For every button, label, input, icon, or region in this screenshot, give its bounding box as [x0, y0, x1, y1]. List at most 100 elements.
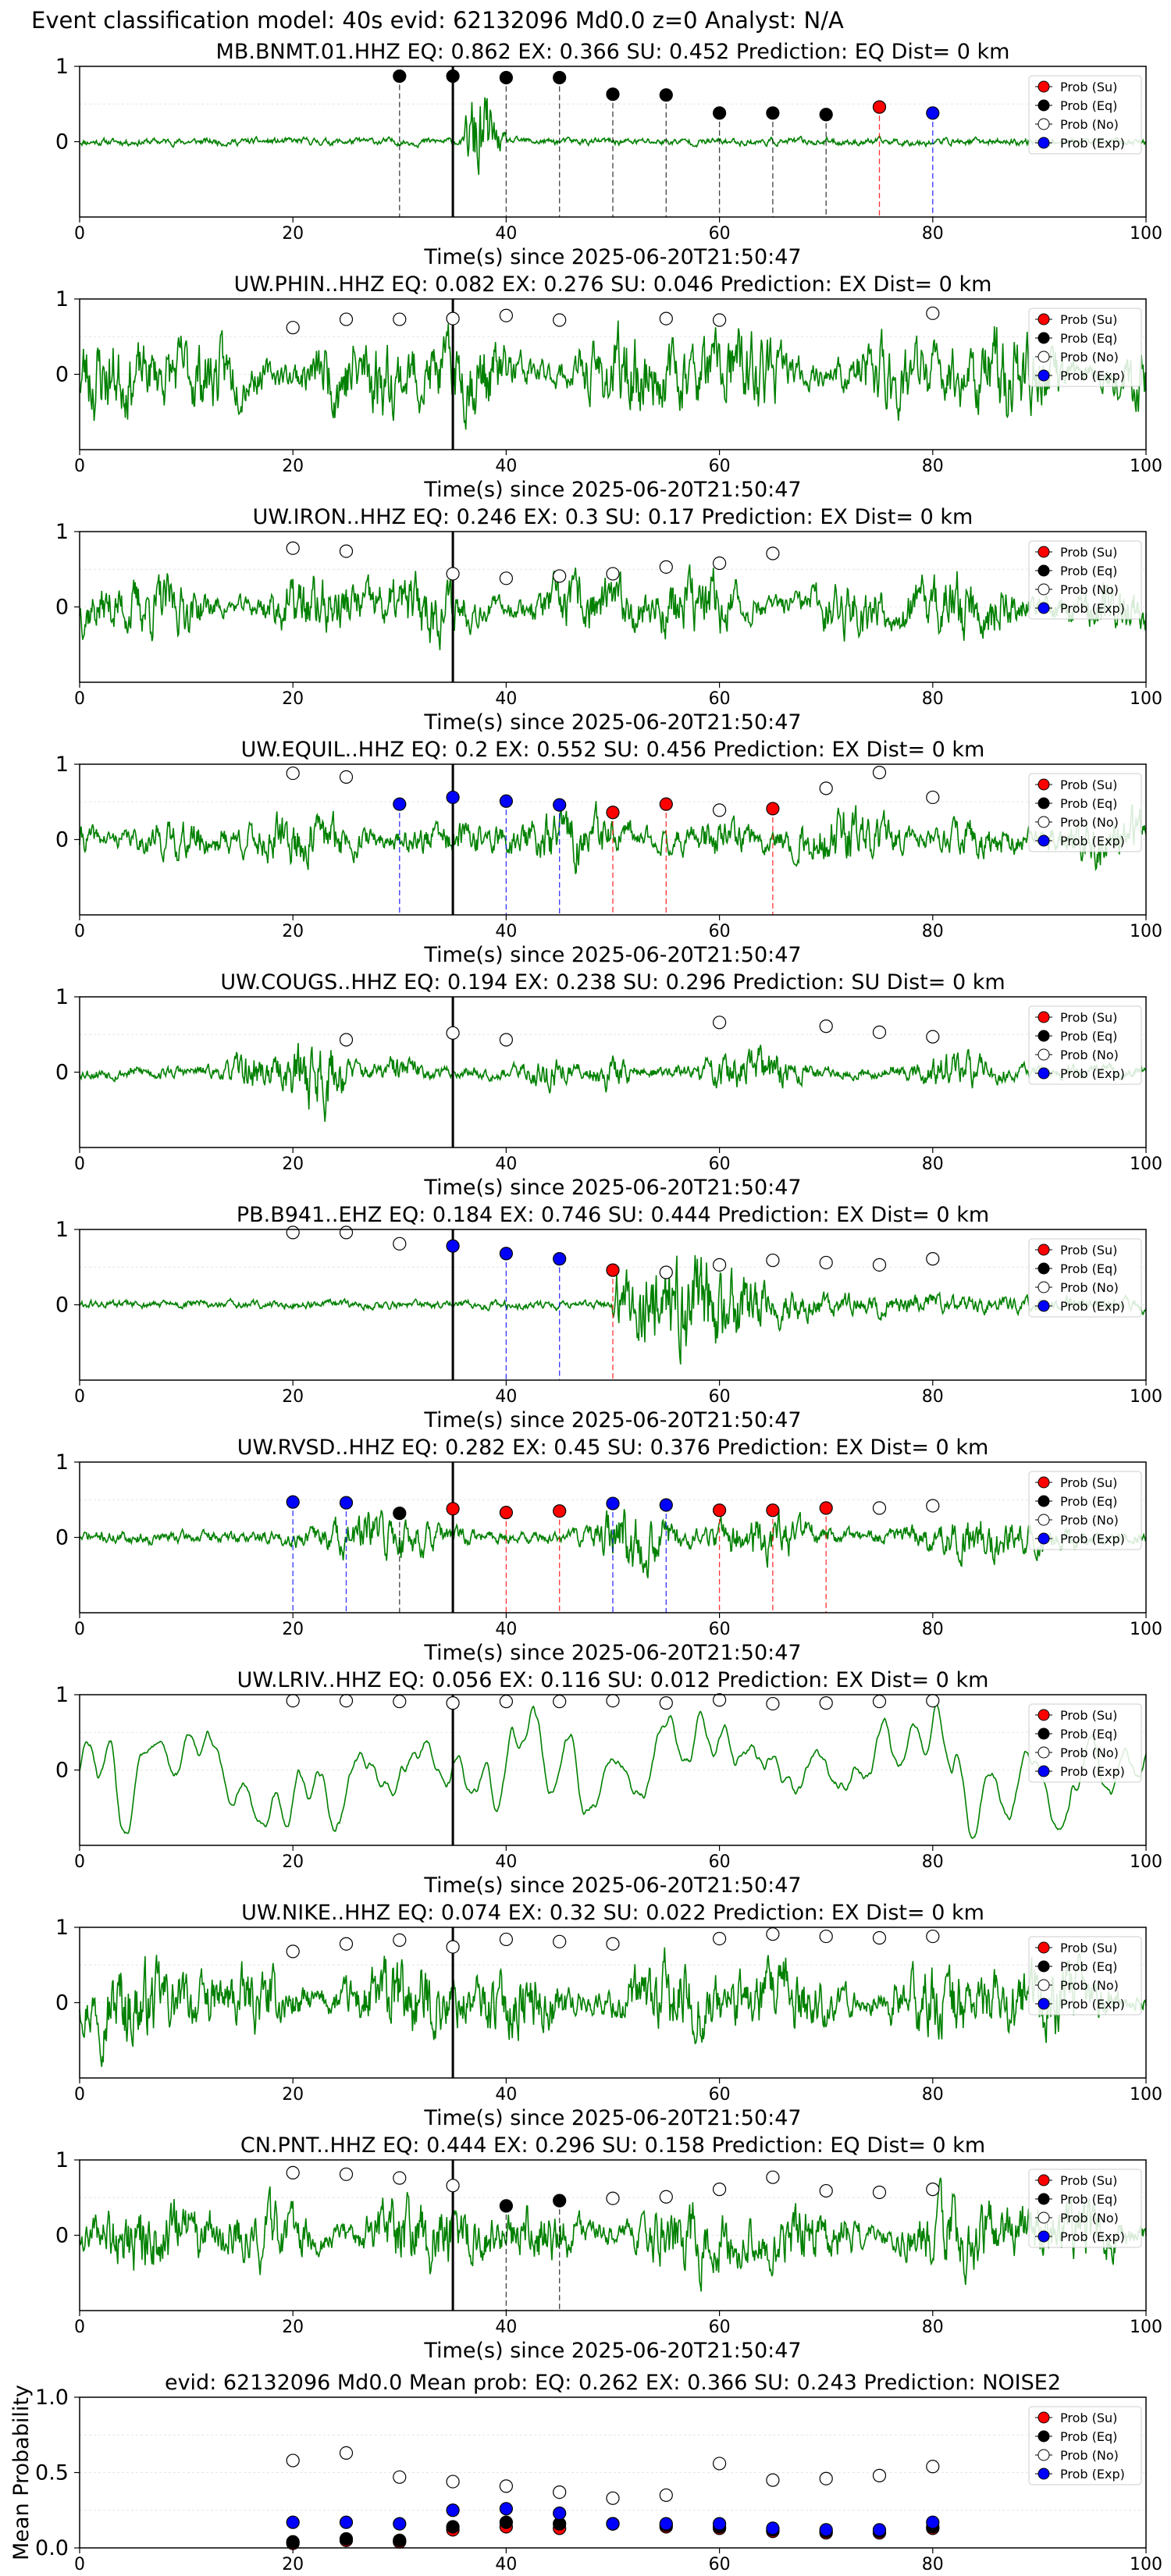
y-tick-label: 0.5: [35, 2461, 69, 2485]
legend-label: Prob (Eq): [1060, 1727, 1117, 1742]
x-tick-label: 60: [709, 2085, 731, 2105]
legend-label: Prob (Eq): [1060, 1029, 1117, 1044]
legend-marker: [1038, 1244, 1050, 1256]
prob-point: [553, 1252, 567, 1266]
y-tick-label: 1: [55, 520, 69, 544]
prob-point: [819, 781, 833, 795]
y-tick-label: 0: [55, 130, 69, 155]
prob-point: [926, 1499, 940, 1513]
mean-prob-point: [819, 2471, 833, 2485]
prob-point: [606, 806, 620, 820]
prob-point: [499, 308, 514, 322]
x-tick-label: 80: [922, 457, 944, 476]
prob-point: [339, 1226, 354, 1240]
prob-point: [659, 1498, 673, 1512]
prob-point: [553, 798, 567, 812]
prob-point: [712, 1931, 727, 1946]
prob-point: [606, 1694, 620, 1708]
legend-marker: [1038, 2467, 1050, 2480]
x-tick-label: 20: [282, 1852, 304, 1872]
x-tick-label: 0: [74, 457, 85, 476]
prob-point: [499, 1932, 514, 1947]
x-tick-label: 80: [922, 2085, 944, 2105]
legend-label: Prob (Su): [1060, 1941, 1117, 1955]
x-tick-label: 0: [74, 1852, 85, 1872]
mean-prob-point: [926, 2460, 940, 2474]
legend-marker: [1038, 797, 1050, 809]
panel-title: UW.LRIV..HHZ EQ: 0.056 EX: 0.116 SU: 0.0…: [237, 1668, 989, 1692]
y-tick-label: 0: [55, 1991, 69, 2016]
x-tick-label: 20: [282, 1387, 304, 1407]
x-tick-label: 0: [74, 224, 85, 244]
prob-point: [286, 1694, 300, 1708]
mean-prob-point: [499, 2515, 514, 2529]
prob-point: [712, 556, 727, 571]
legend-marker: [1038, 1011, 1050, 1023]
waveform-trace: [79, 1043, 1147, 1123]
prob-point: [499, 70, 514, 85]
legend-label: Prob (No): [1060, 2448, 1119, 2463]
x-tick-label: 60: [709, 1620, 731, 1639]
prob-point: [606, 1496, 620, 1510]
legend-marker: [1038, 1030, 1050, 1042]
prob-point: [286, 766, 300, 781]
y-tick-label: 0: [55, 1759, 69, 1783]
legend-marker: [1038, 1998, 1050, 2010]
prob-point: [872, 1025, 887, 1039]
legend-marker: [1038, 1514, 1050, 1526]
prob-point: [286, 1226, 300, 1240]
x-tick-label: 80: [922, 2318, 944, 2337]
prob-point: [659, 560, 673, 574]
x-tick-label: 40: [495, 457, 517, 476]
prob-point: [819, 1501, 833, 1515]
prob-point: [712, 1693, 727, 1707]
prob-point: [339, 1937, 354, 1951]
legend-marker: [1038, 583, 1050, 596]
prob-point: [499, 794, 514, 808]
legend-marker: [1038, 1532, 1050, 1545]
legend-box: [1028, 75, 1142, 155]
x-tick-label: 60: [709, 1155, 731, 1174]
y-axis-label: Mean Probability: [9, 2385, 34, 2560]
mean-prob-point: [339, 2532, 354, 2546]
legend-label: Prob (Su): [1060, 2411, 1117, 2425]
x-tick-label: 20: [282, 457, 304, 476]
prob-point: [606, 2191, 620, 2205]
prob-point: [393, 2171, 407, 2185]
legend-marker: [1038, 1067, 1050, 1080]
prob-point: [553, 1504, 567, 1518]
y-tick-label: 0: [55, 596, 69, 620]
y-tick-label: 0: [55, 2224, 69, 2248]
x-tick-label: 60: [709, 1852, 731, 1872]
panel-title: UW.EQUIL..HHZ EQ: 0.2 EX: 0.552 SU: 0.45…: [241, 738, 985, 762]
panel-title: CN.PNT..HHZ EQ: 0.444 EX: 0.296 SU: 0.15…: [240, 2133, 985, 2158]
mean-prob-point: [393, 2533, 407, 2547]
x-tick-label: 20: [282, 2318, 304, 2337]
prob-point: [446, 1026, 460, 1040]
waveform-trace: [79, 1509, 1147, 1578]
legend-label: Prob (Exp): [1060, 368, 1125, 383]
waveform-trace: [79, 1703, 1147, 1839]
legend-label: Prob (Su): [1060, 2173, 1117, 2188]
prob-point: [819, 1255, 833, 1270]
legend-marker: [1038, 137, 1050, 149]
legend-marker: [1038, 1765, 1050, 1777]
mean-prob-point: [819, 2523, 833, 2537]
prob-point: [499, 1506, 514, 1520]
mean-prob-point: [286, 2515, 300, 2529]
x-tick-label: 20: [282, 922, 304, 941]
prob-point: [712, 803, 727, 817]
legend-label: Prob (Su): [1060, 1708, 1117, 1723]
prob-point: [446, 2179, 460, 2193]
legend-marker: [1038, 350, 1050, 363]
x-tick-label: 40: [495, 1387, 517, 1407]
prob-point: [499, 1247, 514, 1261]
y-tick-label: 0: [55, 1061, 69, 1085]
panel-title: MB.BNMT.01.HHZ EQ: 0.862 EX: 0.366 SU: 0…: [216, 40, 1010, 64]
mean-prob-point: [872, 2468, 887, 2482]
prob-point: [393, 1236, 407, 1251]
mean-prob-point: [659, 2517, 673, 2531]
prob-point: [553, 569, 567, 583]
legend-label: Prob (Exp): [1060, 1066, 1125, 1081]
